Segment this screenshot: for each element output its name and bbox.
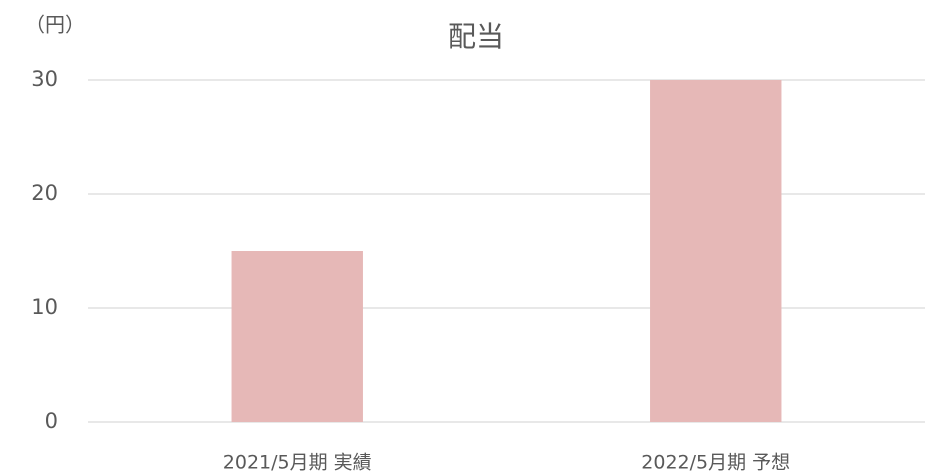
x-tick-label: 2022/5月期 予想	[641, 452, 790, 474]
bar	[650, 80, 782, 422]
x-tick-label: 2021/5月期 実績	[223, 452, 372, 474]
y-tick-label: 30	[31, 67, 58, 91]
y-tick-label: 10	[31, 295, 58, 319]
y-tick-label: 20	[31, 181, 58, 205]
bar	[231, 251, 363, 422]
y-tick-label: 0	[45, 409, 58, 433]
y-axis-label: （円）	[25, 13, 85, 37]
chart-title: 配当	[448, 20, 504, 53]
